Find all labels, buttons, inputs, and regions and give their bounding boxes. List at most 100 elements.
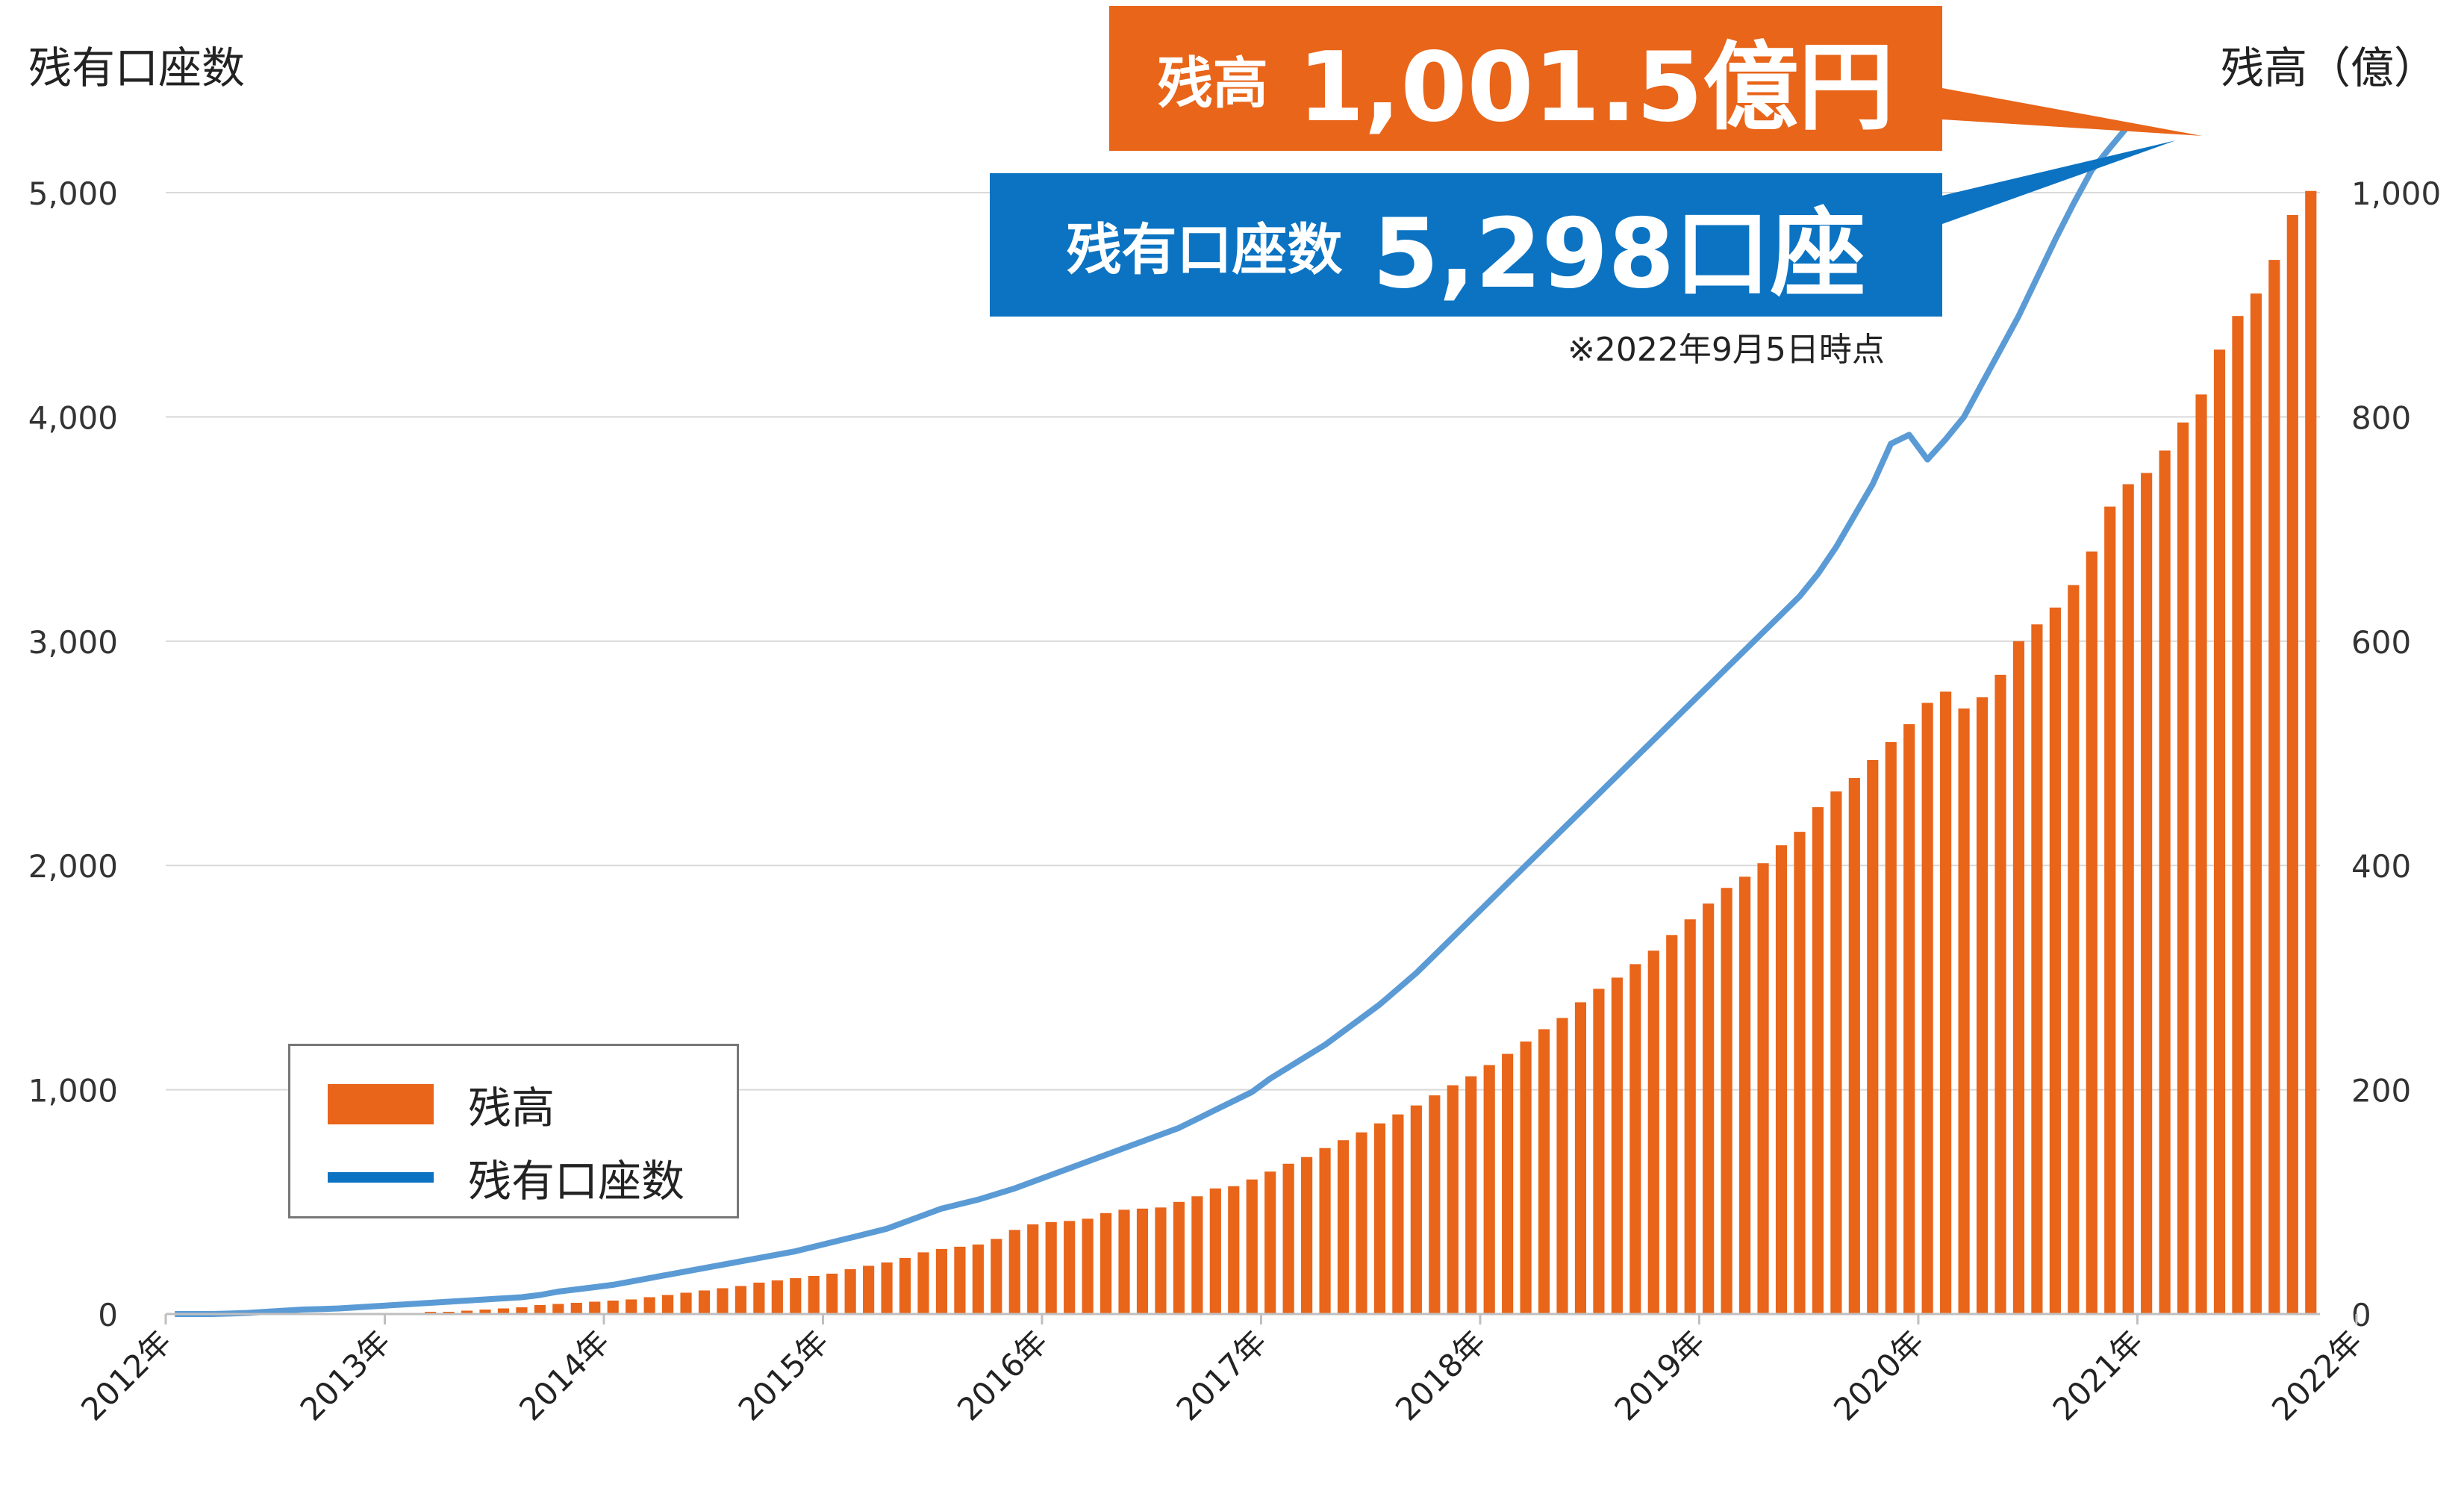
bar [570,1302,582,1314]
bar [1319,1148,1331,1314]
bar [1301,1156,1313,1314]
bar [1520,1042,1532,1314]
right-axis-title: 残高（億） [2220,43,2437,93]
bar [1885,741,1897,1314]
bar [2250,293,2262,1315]
callout-balance-label: 残高 [1157,51,1268,116]
bar [1958,708,1970,1314]
y-left-tick-label: 2,000 [28,848,118,885]
bar [1337,1140,1350,1314]
x-tick-label: 2022年 [2265,1323,2369,1428]
bar [1647,950,1659,1314]
legend-label-balance: 残高 [468,1083,555,1133]
as-of-note: ※2022年9月5日時点 [1568,331,1885,369]
bar [844,1268,856,1314]
bar [1721,888,1732,1314]
legend-swatch-bar [328,1084,434,1124]
bar [972,1244,984,1314]
legend-item-balance: 残高 [328,1073,555,1136]
y-right-tick-label: 0 [2351,1297,2371,1333]
bar [1757,863,1769,1314]
bar [1082,1218,1094,1314]
bar [425,1311,437,1314]
x-tick-label: 2013年 [293,1323,398,1428]
bar [461,1310,473,1314]
bar [899,1257,911,1314]
bar [734,1286,746,1314]
bar [1848,778,1860,1314]
bar [1629,964,1641,1314]
bar [1209,1188,1221,1314]
bar [1100,1212,1112,1314]
bar [1191,1196,1203,1314]
bar [626,1299,637,1314]
bar [1830,791,1842,1314]
legend-item-accounts: 残有口座数 [328,1146,684,1209]
bar [479,1309,491,1314]
y-right-tick-label: 200 [2351,1073,2411,1109]
bar [1684,919,1696,1314]
callout-accounts-pointer [1942,140,2176,224]
bar-series-balance [388,190,2317,1315]
bar [662,1295,674,1314]
y-right-tick-label: 800 [2351,399,2411,436]
bar [1064,1221,1076,1314]
bar [753,1282,765,1314]
legend-swatch-line [328,1172,434,1183]
bar [2159,450,2171,1315]
bar [917,1252,929,1314]
bar [1574,1002,1587,1314]
bar [935,1248,948,1314]
bar [1703,903,1715,1314]
callout-accounts: 残有口座数 5,298口座 [990,173,1942,317]
bar [2286,215,2298,1314]
bar [2232,316,2244,1315]
callout-balance-pointer [1942,88,2202,136]
bar [1136,1208,1149,1314]
callout-accounts-label: 残有口座数 [1066,217,1343,282]
x-tick-label: 2021年 [2046,1323,2150,1428]
bar [1155,1207,1167,1314]
bar [954,1246,966,1314]
bar [443,1311,455,1314]
bar [516,1307,528,1314]
x-tick-label: 2012年 [74,1323,178,1428]
y-left-tick-label: 3,000 [28,624,118,661]
x-tick-label: 2015年 [732,1323,836,1428]
x-tick-label: 2014年 [512,1323,617,1428]
x-tick-label: 2018年 [1388,1323,1493,1428]
bar [1556,1018,1568,1314]
bar [1666,935,1678,1314]
bar [2086,551,2097,1314]
bar [1373,1123,1386,1314]
bar [2049,607,2061,1314]
legend-label-accounts: 残有口座数 [468,1156,685,1207]
bar [2213,349,2226,1314]
y-right-tick-label: 600 [2351,624,2411,661]
bar [2268,260,2280,1314]
bar [1994,674,2006,1314]
y-right-tick-label: 400 [2351,848,2411,885]
bar [1045,1221,1057,1314]
bar [1465,1076,1477,1314]
bar [771,1280,783,1314]
bar [808,1275,820,1314]
bar [2122,484,2134,1314]
x-tick-label: 2019年 [1608,1323,1712,1428]
bar [698,1290,711,1314]
bar [1118,1210,1130,1314]
bar [1027,1224,1039,1314]
bar [881,1262,893,1314]
bar [1739,877,1751,1314]
left-axis-title: 残有口座数 [28,43,246,93]
bar [1264,1171,1276,1314]
bar [2031,624,2043,1314]
callout-balance-value: 1,001.5億円 [1297,31,1894,143]
bar [2068,585,2080,1314]
bar [534,1304,546,1314]
accounts-line [175,123,2131,1317]
y-left-tick-label: 1,000 [28,1073,118,1109]
bar [589,1301,601,1314]
bar [717,1288,729,1314]
